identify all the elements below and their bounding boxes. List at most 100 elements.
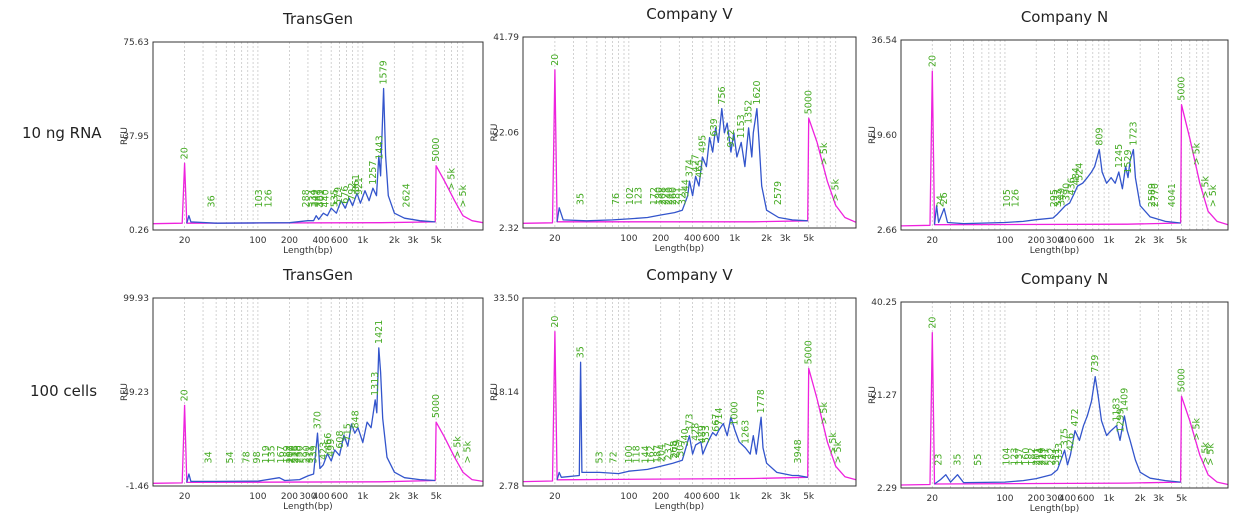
x-tick-label: 400	[1059, 236, 1076, 246]
peak-label: 26	[939, 192, 950, 204]
peak-label: 390	[1061, 183, 1072, 201]
peak-label: 489	[697, 425, 708, 443]
x-tick-label: 1k	[357, 236, 369, 246]
x-axis-label: Length(bp)	[283, 246, 333, 256]
plot-frame	[522, 297, 857, 487]
plot-frame	[900, 301, 1229, 489]
peak-label: 440	[320, 189, 331, 207]
peak-label: 2770	[1150, 183, 1161, 207]
peak-label: > 5k	[828, 432, 839, 455]
x-tick-label: 5k	[803, 492, 815, 502]
peak-label: 323	[1053, 189, 1064, 207]
peak-label: 162	[646, 445, 657, 463]
peak-label: > 5k	[1192, 142, 1203, 165]
peak-label: 5000	[1177, 77, 1188, 101]
ladder-trace	[522, 331, 857, 483]
peak-label: 20	[180, 147, 191, 159]
peak-label: 281	[671, 187, 682, 205]
ladder-trace	[152, 404, 484, 484]
plot-frame	[152, 41, 484, 231]
x-tick-label: 400	[1059, 494, 1076, 504]
peak-label: > 5k	[1200, 442, 1211, 465]
peak-label: 321	[677, 187, 688, 205]
peak-label: > 5k	[819, 142, 830, 165]
peak-label: 214	[1034, 448, 1045, 466]
peak-label: 1421	[374, 320, 385, 344]
peak-label: 375	[1060, 428, 1071, 446]
peak-label: 204	[657, 444, 668, 462]
peak-label: 187	[653, 445, 664, 463]
peak-label: 1778	[756, 389, 767, 413]
peak-label: 35	[576, 193, 587, 205]
chart-title: Company V	[646, 266, 733, 284]
sample-trace	[186, 347, 436, 483]
peak-label: 1153	[736, 114, 747, 138]
chart-panel-6: Company N 40.25 21.27 2.29 RFU 20 100 200 300400…	[868, 270, 1229, 514]
x-tick-label: 20	[549, 234, 561, 244]
peak-label: 792	[347, 183, 358, 201]
x-tick-label: 200	[652, 492, 669, 502]
peak-label: 401	[316, 189, 327, 207]
peak-label: 334	[308, 189, 319, 207]
peak-label: 1723	[1128, 121, 1139, 145]
peak-label: 1409	[1119, 388, 1130, 412]
peak-label: 861	[351, 174, 362, 192]
x-tick-label: 600	[703, 234, 720, 244]
peak-label: 4041	[1167, 183, 1178, 207]
peak-label: 240	[664, 187, 675, 205]
row-label-100-cells: 100 cells	[30, 382, 98, 400]
x-tick-label: 5k	[803, 234, 815, 244]
peak-label: 499	[326, 439, 337, 457]
peak-label: 307	[675, 439, 686, 457]
x-tick-label: 300	[1046, 494, 1063, 504]
chart-title: Company V	[646, 5, 733, 23]
peak-label: 5000	[431, 138, 442, 162]
chart-title: Company N	[1021, 8, 1108, 26]
x-tick-label: 2k	[1135, 494, 1147, 504]
y-tick-label: 41.79	[493, 33, 519, 43]
peak-label: 524	[1075, 163, 1086, 181]
peak-label: 295	[1049, 189, 1060, 207]
peak-label: 428	[691, 423, 702, 441]
peak-label: 339	[309, 445, 320, 463]
y-tick-label: -1.46	[126, 482, 150, 492]
x-tick-label: 400	[684, 492, 701, 502]
y-axis-label: RFU	[120, 383, 130, 401]
peak-label: 1620	[752, 80, 763, 104]
peak-label: 237	[664, 442, 675, 460]
peak-label: > 5k	[819, 402, 830, 425]
peak-label: > 5k	[1200, 175, 1211, 198]
peak-label: 676	[340, 186, 351, 204]
peak-label: 34	[204, 451, 215, 463]
x-tick-label: 20	[179, 492, 191, 502]
peak-label: 715	[342, 423, 353, 441]
peak-label: 288	[301, 189, 312, 207]
x-axis-label: Length(bp)	[655, 502, 705, 512]
x-tick-label: 100	[249, 236, 266, 246]
x-tick-label: 200	[281, 236, 298, 246]
peak-label: 201	[1031, 448, 1042, 466]
y-tick-label: 2.78	[499, 482, 519, 492]
peak-label: 20	[550, 316, 561, 328]
peak-label: 172	[649, 187, 660, 205]
peak-label: 126	[1010, 189, 1021, 207]
peak-label: 279	[671, 440, 682, 458]
y-tick-label: 37.95	[123, 132, 149, 142]
peak-label: 639	[709, 118, 720, 136]
peak-label: 144	[641, 445, 652, 463]
peak-label: 123	[1009, 448, 1020, 466]
peak-label: 3948	[793, 439, 804, 463]
peak-label: 349	[310, 189, 321, 207]
peak-label: 427	[691, 154, 702, 172]
x-tick-label: 300	[1046, 236, 1063, 246]
y-tick-label: 36.54	[871, 36, 897, 46]
x-tick-label: 200	[652, 234, 669, 244]
sample-trace	[556, 107, 808, 222]
peak-label: 436	[1066, 177, 1077, 195]
y-tick-label: 21.27	[871, 391, 897, 401]
x-tick-label: 20	[927, 494, 939, 504]
peak-label: 208	[658, 187, 669, 205]
peak-label: 340	[680, 428, 691, 446]
y-axis-label: RFU	[490, 383, 500, 401]
peak-label: 76	[611, 193, 622, 205]
